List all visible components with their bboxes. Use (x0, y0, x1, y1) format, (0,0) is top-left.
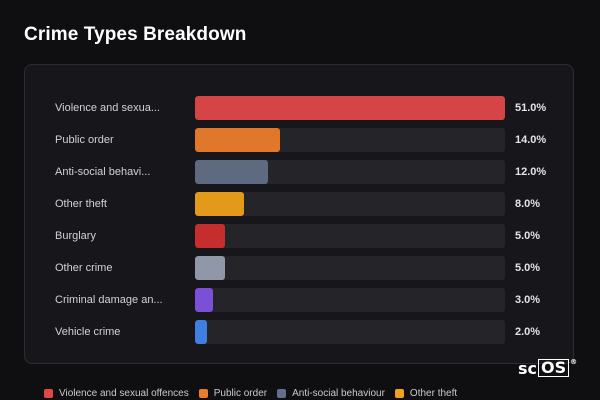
bar-value-label: 2.0% (515, 326, 541, 338)
bar-label: Other crime (55, 262, 113, 274)
bar-track (195, 256, 505, 280)
bar-row: Anti-social behavi... 12.0% (25, 159, 573, 185)
legend-swatch (277, 388, 287, 398)
bar-fill (195, 128, 281, 152)
bar-row: Vehicle crime 2.0% (25, 319, 573, 345)
chart-title: Crime Types Breakdown (24, 24, 247, 45)
bar-row: Other theft 8.0% (25, 191, 573, 217)
bar-track (195, 160, 505, 184)
bar-fill (195, 256, 226, 280)
bar-row: Public order 14.0% (25, 127, 573, 153)
bar-label: Criminal damage an... (55, 294, 163, 306)
bar-fill (195, 160, 268, 184)
bar-label: Burglary (55, 230, 96, 242)
legend-label: Public order (213, 387, 268, 399)
bar-label: Anti-social behavi... (55, 166, 151, 178)
bar-track (195, 128, 505, 152)
legend-swatch (198, 388, 208, 398)
bar-value-label: 5.0% (515, 262, 541, 274)
legend-label: Violence and sexual offences (59, 387, 189, 399)
bar-label: Public order (55, 134, 114, 146)
bar-row: Violence and sexua... 51.0% (25, 95, 573, 121)
bar-row: Criminal damage an... 3.0% (25, 287, 573, 313)
bar-fill (195, 320, 208, 344)
bar-value-label: 12.0% (515, 166, 547, 178)
legend-label: Other theft (409, 387, 458, 399)
bar-track (195, 320, 505, 344)
scos-logo: sc OS ® (518, 358, 577, 378)
legend-swatch (394, 388, 404, 398)
logo-text-boxed: OS (538, 359, 570, 377)
bar-track (195, 96, 505, 120)
bar-value-label: 14.0% (515, 134, 547, 146)
bar-fill (195, 192, 244, 216)
bar-value-label: 5.0% (515, 230, 541, 242)
bar-value-label: 3.0% (515, 294, 541, 306)
bar-fill (195, 224, 226, 248)
legend-item: Other theft (394, 387, 458, 399)
bar-track (195, 224, 505, 248)
chart-card: Violence and sexua... 51.0% Public order 14… (24, 64, 574, 364)
bar-fill (195, 96, 505, 120)
bar-label: Violence and sexua... (55, 102, 160, 114)
bar-row: Other crime 5.0% (25, 255, 573, 281)
bar-fill (195, 288, 214, 312)
bar-value-label: 51.0% (515, 102, 547, 114)
legend-item: Public order (198, 387, 268, 399)
legend-item: Violence and sexual offences (44, 388, 189, 399)
bar-track (195, 288, 505, 312)
legend-item: Anti-social behaviour (277, 388, 385, 399)
bar-label: Other theft (55, 198, 107, 210)
legend-swatch (44, 388, 53, 398)
logo-text-left: sc (518, 358, 538, 378)
bar-label: Vehicle crime (55, 326, 121, 338)
bar-row: Burglary 5.0% (25, 223, 573, 249)
logo-registered-mark: ® (570, 358, 578, 366)
bar-track (195, 192, 505, 216)
bar-value-label: 8.0% (515, 198, 541, 210)
legend-label: Anti-social behaviour (292, 387, 385, 399)
chart-legend: Violence and sexual offences Public order… (44, 386, 457, 400)
